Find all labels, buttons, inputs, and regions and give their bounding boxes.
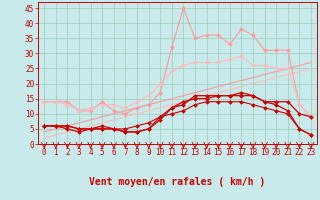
X-axis label: Vent moyen/en rafales ( km/h ): Vent moyen/en rafales ( km/h ) <box>90 177 266 187</box>
